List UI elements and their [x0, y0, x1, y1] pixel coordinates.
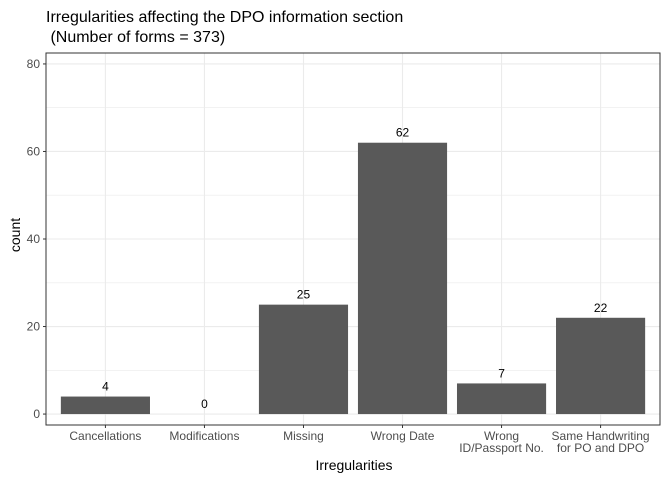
- chart-title-line-2: (Number of forms = 373): [46, 29, 225, 46]
- x-tick-label: Wrong Date: [371, 429, 435, 443]
- bars-group: [60, 142, 646, 415]
- data-label: 0: [201, 397, 208, 411]
- data-label: 62: [396, 126, 410, 140]
- y-axis: 0 20 40 60 80: [27, 57, 46, 421]
- bar: [357, 142, 448, 415]
- data-labels-group: 4 0 25 62 7 22: [102, 126, 607, 411]
- chart-title-line-1: Irregularities affecting the DPO informa…: [46, 9, 403, 26]
- y-tick-label: 40: [27, 232, 41, 246]
- data-label: 7: [498, 366, 505, 380]
- x-tick-label: Wrong ID/Passport No.: [459, 429, 544, 455]
- data-label: 4: [102, 380, 109, 394]
- data-label: 22: [594, 301, 608, 315]
- y-tick-label: 80: [27, 57, 41, 71]
- x-tick-label: Same Handwriting for PO and DPO: [552, 429, 650, 455]
- bar: [556, 317, 646, 415]
- x-axis-title: Irregularities: [315, 457, 392, 473]
- bar: [456, 383, 547, 415]
- x-tick-label: Missing: [283, 429, 324, 443]
- data-label: 25: [297, 288, 311, 302]
- bar: [258, 304, 349, 415]
- bar: [60, 396, 150, 415]
- x-tick-label: Cancellations: [69, 429, 141, 443]
- y-tick-label: 20: [27, 320, 41, 334]
- y-tick-label: 0: [33, 407, 40, 421]
- y-axis-title: count: [7, 218, 23, 252]
- x-axis: Cancellations Modifications Missing Wrong D…: [69, 425, 650, 455]
- x-tick-label: Modifications: [169, 429, 239, 443]
- y-tick-label: 60: [27, 144, 41, 158]
